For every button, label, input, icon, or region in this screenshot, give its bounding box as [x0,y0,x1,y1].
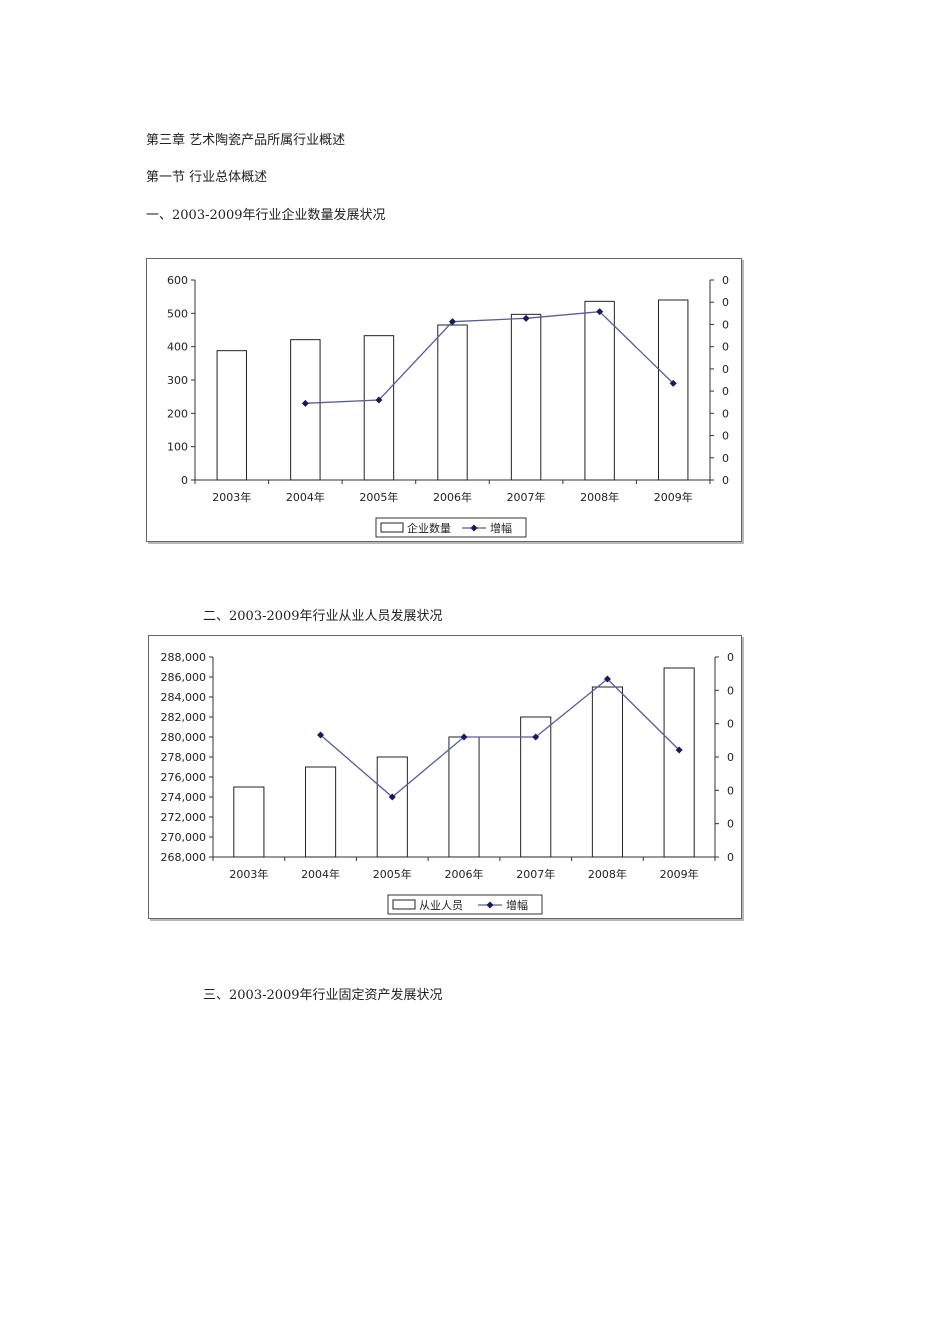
x-tick-label: 2006年 [445,867,484,881]
y-tick-label: 500 [167,307,188,320]
y-tick-label: 280,000 [161,731,207,744]
right-tick-label: 0 [722,385,729,398]
y-tick-label: 200 [167,407,188,420]
right-tick-label: 0 [727,818,734,831]
y-tick-label: 278,000 [161,751,207,764]
right-tick-label: 0 [722,407,729,420]
growth-point [317,731,325,739]
y-tick-label: 600 [167,274,188,287]
bar [658,299,689,481]
y-tick-label: 286,000 [161,671,207,684]
bar [591,686,623,858]
y-tick-label: 288,000 [161,651,207,664]
x-tick-label: 2004年 [301,867,340,881]
bar [305,766,337,858]
y-tick-label: 400 [167,341,188,354]
right-tick-label: 0 [722,474,729,487]
y-tick-label: 268,000 [161,851,207,864]
growth-point [675,746,683,754]
bar [363,335,395,481]
bar [437,324,468,481]
legend-box [387,894,543,915]
right-tick-label: 0 [727,851,734,864]
right-tick-label: 0 [722,341,729,354]
y-tick-label: 0 [181,474,188,487]
y-tick-label: 276,000 [161,771,207,784]
x-tick-label: 2009年 [660,867,699,881]
legend-line-marker [470,524,478,532]
x-tick-label: 2003年 [212,490,251,504]
growth-point [596,308,604,316]
right-tick-label: 0 [722,430,729,443]
right-tick-label: 0 [722,363,729,376]
chapter-title: 第三章 艺术陶瓷产品所属行业概述 [146,133,346,148]
bar [290,339,321,481]
y-tick-label: 300 [167,374,188,387]
legend-bar-swatch [392,899,416,910]
legend-line-label: 增幅 [506,898,528,912]
x-tick-label: 2006年 [433,490,472,504]
bar [233,786,265,858]
growth-point [388,793,396,801]
growth-line [305,310,674,404]
right-tick-label: 0 [722,452,729,465]
x-tick-label: 2007年 [507,490,546,504]
bar [216,350,247,481]
bar [584,300,615,481]
right-tick-label: 0 [727,751,734,764]
section-title: 第一节 行业总体概述 [146,170,268,185]
employees-chart: 288,000 286,000 284,000 282,000 280,000 278,0… [148,635,742,919]
growth-point [669,379,677,387]
right-tick-label: 0 [727,684,734,697]
bar [510,313,542,481]
legend-line-label: 增幅 [490,521,512,535]
y-tick-label: 100 [167,441,188,454]
y-tick-label: 284,000 [161,691,207,704]
heading-employees: 二、2003-2009年行业从业人员发展状况 [203,609,443,624]
bar [663,667,695,858]
right-tick-label: 0 [722,318,729,331]
y-tick-label: 270,000 [161,831,207,844]
legend-line-marker [486,901,494,909]
growth-point [301,399,309,407]
x-tick-label: 2004年 [286,490,325,504]
enterprise-count-svg: 600 500 400 300 200 100 0 0 0 0 0 0 0 0 0 0 0 2003年 2004年 2… [167,274,729,538]
heading-enterprise-count: 一、2003-2009年行业企业数量发展状况 [146,208,386,223]
y-tick-label: 282,000 [161,711,207,724]
right-tick-label: 0 [727,718,734,731]
x-tick-label: 2007年 [516,867,555,881]
x-tick-label: 2008年 [580,490,619,504]
growth-point [522,314,530,322]
enterprise-count-chart: 600 500 400 300 200 100 0 0 0 0 0 0 0 0 0 0 0 2003年 2004年 2… [146,258,742,542]
bar [448,736,480,858]
y-tick-label: 272,000 [161,811,207,824]
legend-bar-label: 企业数量 [407,521,451,535]
x-tick-label: 2009年 [654,490,693,504]
x-tick-label: 2005年 [373,867,412,881]
right-tick-label: 0 [722,274,729,287]
growth-point [460,733,468,741]
growth-point [449,318,456,326]
employees-svg: 288,000 286,000 284,000 282,000 280,000 278,0… [161,651,734,915]
legend-bar-swatch [380,522,404,533]
growth-point [375,396,383,404]
heading-fixed-assets: 三、2003-2009年行业固定资产发展状况 [203,988,443,1003]
growth-point [532,733,540,741]
x-tick-label: 2008年 [588,867,627,881]
growth-line [320,678,680,798]
right-tick-label: 0 [722,296,729,309]
growth-point [603,675,611,683]
right-tick-label: 0 [727,651,734,664]
right-tick-label: 0 [727,784,734,797]
legend-bar-label: 从业人员 [419,899,463,912]
y-tick-label: 274,000 [161,791,207,804]
x-tick-label: 2003年 [229,867,268,881]
x-tick-label: 2005年 [359,490,398,504]
legend-box [375,517,527,538]
bar [376,756,408,858]
